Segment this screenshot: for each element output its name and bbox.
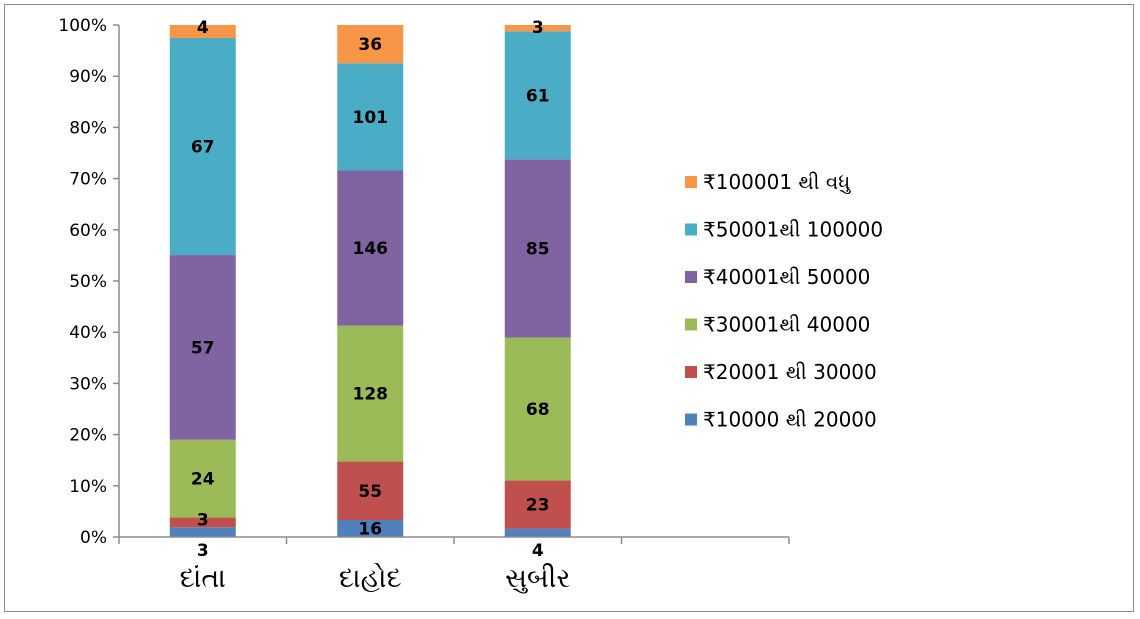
bar-segment: [504, 31, 571, 160]
segment-value-label: 16: [358, 520, 382, 540]
segment-value-label: 128: [353, 385, 389, 405]
segment-value-label: 4: [197, 18, 209, 38]
y-tick-label: 10%: [69, 477, 107, 497]
legend-label: ₹30001થી 40000: [703, 313, 870, 337]
segment-value-label: 3: [532, 18, 544, 38]
bar-segment: [504, 159, 571, 338]
bar-segment: [337, 63, 404, 171]
legend-label: ₹40001થી 50000: [703, 265, 870, 289]
bar-segment: [504, 480, 571, 529]
legend-label: ₹50001થી 100000: [703, 218, 883, 242]
y-tick-label: 100%: [58, 16, 107, 36]
bar-segment: [169, 255, 236, 440]
segment-value-label: 57: [191, 338, 215, 358]
segment-value-label: 85: [526, 239, 550, 259]
y-tick-label: 20%: [69, 426, 107, 446]
segment-labels: 3 3 24 57 67 4 16 55 128 146 101 36 4 23 68 85 61 3: [191, 18, 550, 561]
category-label: દાંતા: [180, 563, 226, 594]
y-tick-label: 30%: [69, 374, 107, 394]
bar-segment: [504, 528, 571, 537]
segment-value-label: 3: [197, 511, 209, 531]
chart-frame: 3 3 24 57 67 4 16 55 128 146 101 36 4 23 68 85 61 3 દાંતા…: [4, 4, 1134, 612]
y-tick-label: 0%: [80, 528, 107, 548]
segment-value-label: 23: [526, 495, 550, 515]
legend-swatch: [685, 223, 697, 236]
bar-segment: [337, 520, 404, 537]
legend: ₹100001 થી વધુ ₹50001થી 100000 ₹40001થી 50…: [685, 170, 883, 432]
segment-value-label: 61: [526, 86, 550, 106]
segment-value-label: 4: [532, 541, 544, 561]
bar-segment: [337, 25, 404, 64]
legend-label: ₹20001 થી 30000: [703, 360, 877, 384]
bar-segment: [169, 517, 236, 528]
legend-swatch: [685, 271, 697, 283]
bar-segment: [337, 170, 404, 326]
segment-value-label: 146: [353, 239, 389, 259]
category-label: દાહોદ: [339, 563, 402, 594]
y-tick-label: 90%: [69, 67, 107, 87]
category-label: સુબીર: [505, 563, 570, 594]
axes: દાંતા દાહોદ સુબીર 0% 10% 20% 30% 40% 50% 60% 70% 80…: [58, 16, 790, 594]
segment-value-label: 36: [358, 35, 382, 55]
legend-label: ₹10000 થી 20000: [703, 408, 877, 432]
segment-value-label: 68: [526, 400, 550, 420]
segment-value-label: 101: [353, 108, 389, 128]
legend-swatch: [685, 318, 697, 331]
segment-value-label: 55: [358, 482, 382, 502]
bar-segment: [169, 37, 236, 256]
legend-swatch: [685, 366, 697, 378]
bar-segment: [169, 439, 236, 518]
segment-value-label: 24: [191, 470, 215, 490]
legend-label: ₹100001 થી વધુ: [703, 170, 851, 194]
stacked-bar-chart: 3 3 24 57 67 4 16 55 128 146 101 36 4 23 68 85 61 3 દાંતા…: [58, 16, 883, 594]
bar-segment: [337, 461, 404, 521]
bar-segment: [504, 25, 571, 32]
segment-value-label: 67: [191, 138, 215, 158]
bar-segment: [504, 337, 571, 481]
y-tick-label: 40%: [69, 323, 107, 343]
bar-segment: [337, 325, 404, 462]
y-tick-label: 70%: [69, 170, 107, 190]
bar-area: [169, 25, 571, 537]
y-tick-label: 60%: [69, 221, 107, 241]
legend-swatch: [685, 413, 697, 426]
bar-segment: [169, 527, 236, 537]
y-tick-label: 50%: [69, 272, 107, 292]
segment-value-label: 3: [197, 541, 209, 561]
bar-segment: [169, 25, 236, 38]
y-tick-label: 80%: [69, 118, 107, 138]
legend-swatch: [685, 176, 697, 188]
